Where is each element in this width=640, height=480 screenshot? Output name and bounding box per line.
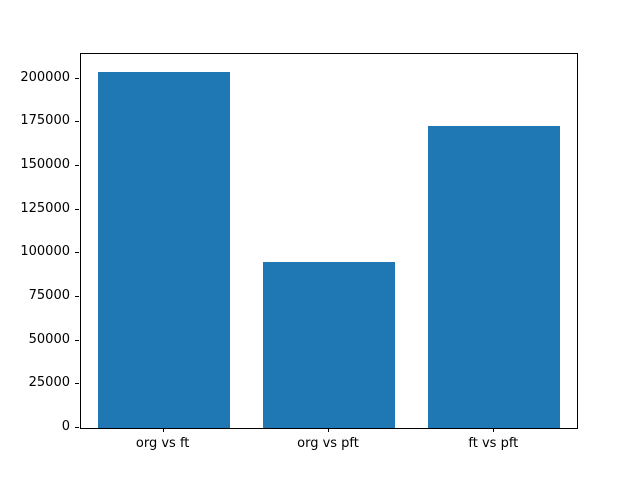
y-tick-label: 100000 [20,244,70,260]
bar-org-vs-ft [97,71,230,428]
y-tick-mark [75,427,79,428]
bar-ft-vs-pft [428,125,561,428]
y-tick-mark [75,383,79,385]
plot-area [80,53,578,429]
x-tick-label: ft vs pft [468,436,519,451]
y-tick-mark [75,165,79,167]
y-tick-mark [75,121,79,123]
x-tick-label: org vs pft [297,436,359,451]
y-tick-mark [75,77,79,79]
x-tick-label: org vs ft [135,436,190,451]
bar-org-vs-pft [262,262,396,428]
y-tick-label: 125000 [20,200,70,216]
x-tick-mark [328,428,329,432]
y-tick-label: 175000 [20,113,70,129]
y-tick-label: 25000 [28,375,70,391]
y-tick-label: 150000 [20,157,70,173]
y-tick-label: 50000 [28,331,70,347]
y-tick-mark [75,252,79,254]
y-tick-label: 75000 [28,288,70,304]
y-tick-label: 0 [61,419,70,434]
y-tick-mark [75,208,79,210]
x-tick-mark [493,428,495,432]
y-tick-mark [75,339,79,341]
y-tick-mark [75,296,79,298]
x-tick-mark [162,428,164,432]
y-tick-label: 200000 [20,69,70,85]
